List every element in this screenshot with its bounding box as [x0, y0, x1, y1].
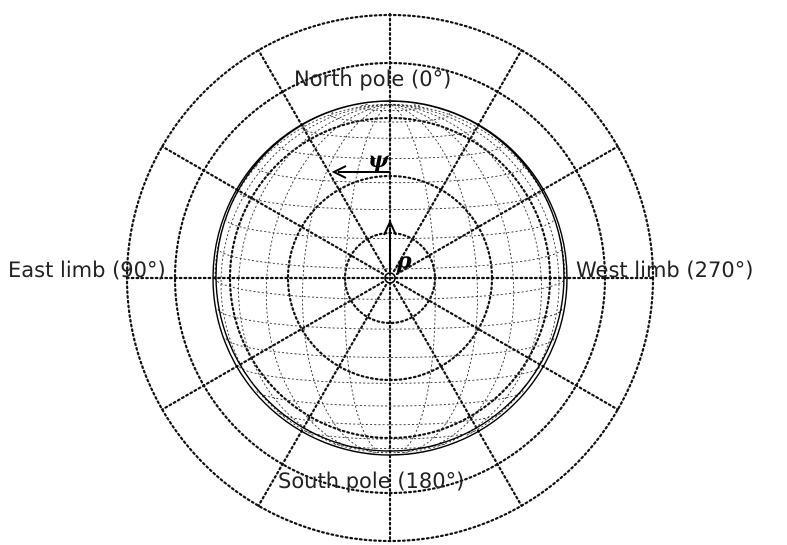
longitude-line	[389, 103, 543, 449]
longitude-line	[214, 103, 391, 279]
longitude-line	[389, 103, 566, 279]
latitude-line	[255, 165, 525, 184]
polar-spoke	[392, 283, 523, 507]
longitude-line	[302, 103, 391, 453]
longitude-line	[389, 103, 515, 452]
north-pole-label: North pole (0°)	[294, 67, 451, 91]
psi-symbol: ψ	[368, 147, 390, 173]
latitude-line	[278, 412, 502, 426]
polar-spoke	[392, 49, 523, 273]
polar-spoke	[257, 49, 388, 273]
rho-arrow	[383, 219, 397, 272]
longitude-line	[389, 103, 560, 436]
east-limb-label: East limb (90°)	[8, 258, 166, 282]
latitude-line	[237, 190, 543, 211]
polar-spoke	[161, 145, 385, 276]
polar-spoke	[395, 145, 619, 276]
polar-spoke	[257, 283, 388, 507]
longitude-line	[389, 103, 478, 453]
rho-symbol: ρ	[396, 248, 412, 274]
west-limb-label: West limb (270°)	[576, 258, 753, 282]
latitude-line	[329, 112, 451, 123]
longitude-line	[237, 103, 391, 449]
psi-arrow	[331, 165, 390, 179]
longitude-line	[265, 103, 391, 452]
latitude-line	[225, 338, 555, 358]
longitude-line	[220, 103, 391, 436]
disk-center-marker	[384, 272, 396, 284]
south-pole-label: South pole (180°)	[278, 469, 464, 493]
